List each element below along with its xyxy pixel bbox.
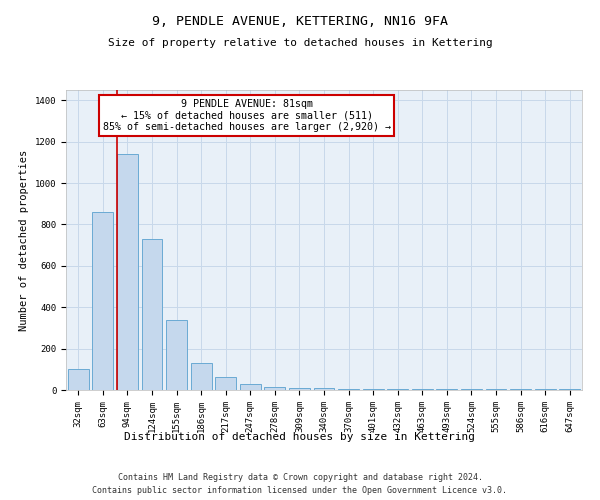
Text: 9 PENDLE AVENUE: 81sqm
← 15% of detached houses are smaller (511)
85% of semi-de: 9 PENDLE AVENUE: 81sqm ← 15% of detached…: [103, 99, 391, 132]
Bar: [265, 387, 286, 390]
Bar: [314, 388, 334, 390]
Bar: [117, 154, 138, 390]
Text: Size of property relative to detached houses in Kettering: Size of property relative to detached ho…: [107, 38, 493, 48]
Bar: [289, 388, 310, 390]
Bar: [142, 239, 163, 390]
Bar: [166, 320, 187, 390]
Text: Distribution of detached houses by size in Kettering: Distribution of detached houses by size …: [125, 432, 476, 442]
Text: 9, PENDLE AVENUE, KETTERING, NN16 9FA: 9, PENDLE AVENUE, KETTERING, NN16 9FA: [152, 15, 448, 28]
Bar: [191, 363, 212, 390]
Text: Contains public sector information licensed under the Open Government Licence v3: Contains public sector information licen…: [92, 486, 508, 495]
Text: Contains HM Land Registry data © Crown copyright and database right 2024.: Contains HM Land Registry data © Crown c…: [118, 472, 482, 482]
Y-axis label: Number of detached properties: Number of detached properties: [19, 150, 29, 330]
Bar: [362, 389, 383, 390]
Bar: [92, 212, 113, 390]
Bar: [215, 376, 236, 390]
Bar: [240, 384, 261, 390]
Bar: [338, 389, 359, 390]
Bar: [68, 370, 89, 390]
